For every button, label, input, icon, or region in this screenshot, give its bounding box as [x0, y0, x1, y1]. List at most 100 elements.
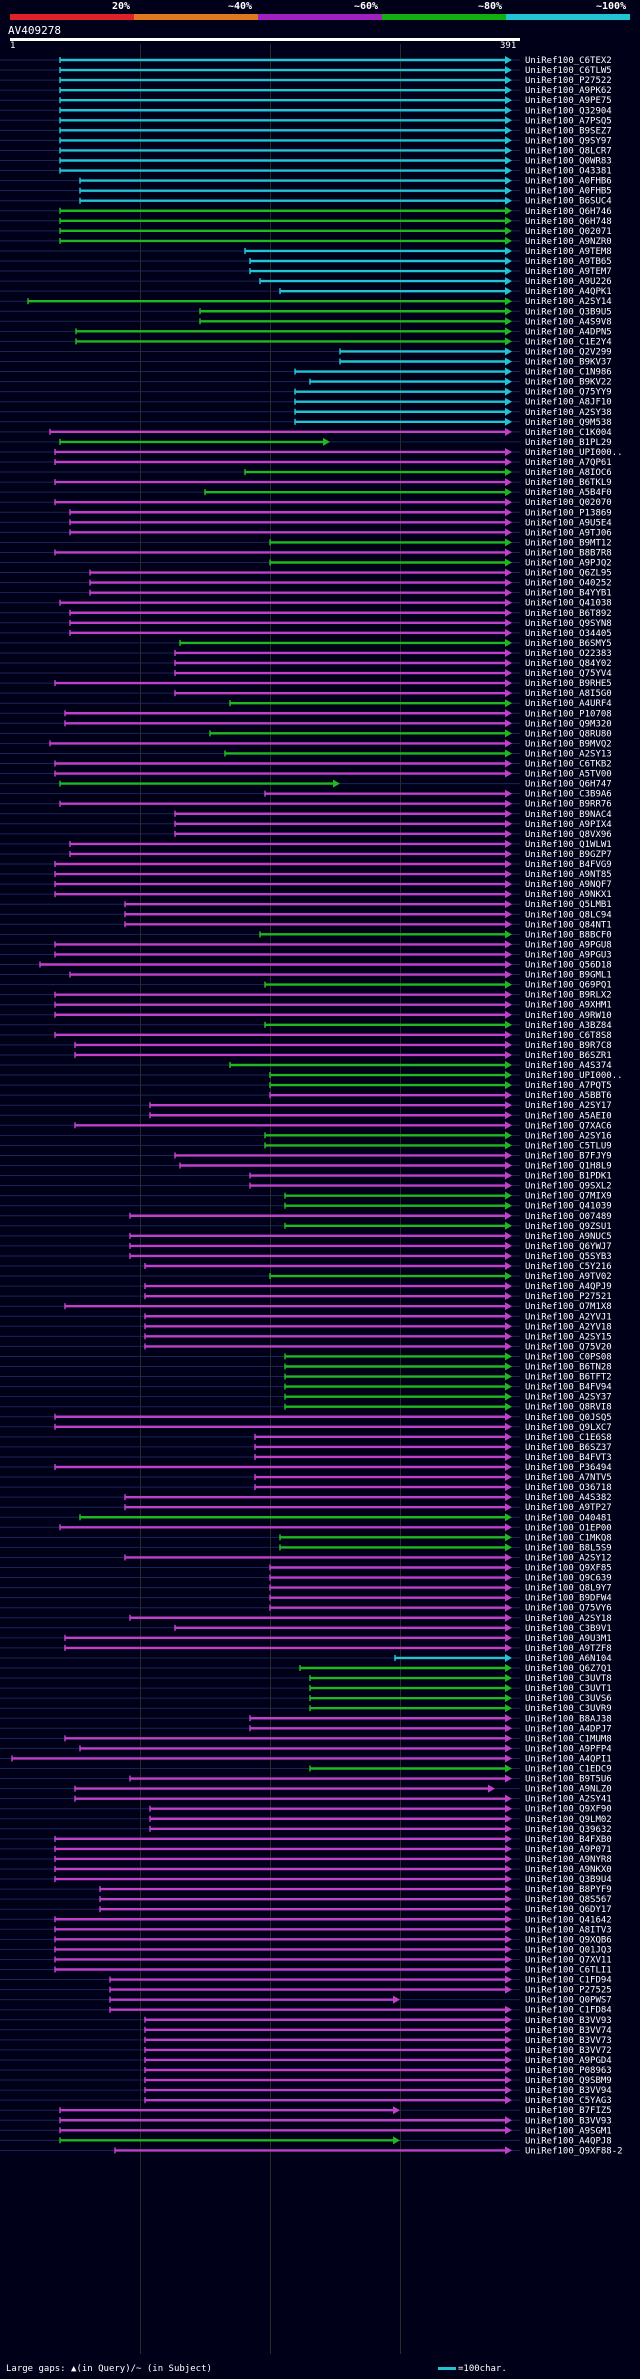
hit-row[interactable]: UniRef100_Q41642: [0, 1915, 612, 1925]
hit-row[interactable]: UniRef100_P10708: [0, 709, 612, 719]
hit-name-link[interactable]: UniRef100_A2SY14: [525, 297, 612, 307]
hit-name-link[interactable]: UniRef100_A2SY18: [525, 1614, 612, 1624]
hit-name-link[interactable]: UniRef100_B3VV74: [525, 2026, 612, 2036]
hit-row[interactable]: UniRef100_A9TEM8: [0, 246, 612, 257]
hit-name-link[interactable]: UniRef100_Q1WLW1: [525, 840, 612, 850]
hit-name-link[interactable]: UniRef100_Q9XF85: [525, 1564, 612, 1574]
hit-name-link[interactable]: UniRef100_A2YVJ1: [525, 1312, 612, 1322]
hit-row[interactable]: UniRef100_B9KV37: [0, 357, 612, 368]
hit-name-link[interactable]: UniRef100_Q8LCR7: [525, 146, 612, 156]
hit-name-link[interactable]: UniRef100_Q41039: [525, 1202, 612, 1212]
hit-row[interactable]: UniRef100_Q2V299: [0, 347, 612, 357]
hit-name-link[interactable]: UniRef100_B1PL29: [525, 438, 612, 448]
hit-row[interactable]: UniRef100_C1FD84: [0, 2005, 612, 2016]
hit-row[interactable]: UniRef100_P27522: [0, 76, 612, 86]
hit-row[interactable]: UniRef100_B6SMY5: [0, 638, 612, 649]
hit-row[interactable]: UniRef100_A0FHB5: [0, 186, 612, 197]
hit-row[interactable]: UniRef100_A4QPK1: [0, 287, 612, 297]
hit-row[interactable]: UniRef100_UPI000..: [0, 1071, 623, 1081]
hit-name-link[interactable]: UniRef100_B4FV94: [525, 1383, 612, 1393]
hit-name-link[interactable]: UniRef100_O40481: [525, 1513, 612, 1523]
hit-name-link[interactable]: UniRef100_A9TEM7: [525, 267, 612, 277]
hit-row[interactable]: UniRef100_B9GML1: [0, 970, 612, 981]
hit-row[interactable]: UniRef100_A9NQF7: [0, 880, 612, 890]
hit-row[interactable]: UniRef100_B8AJ38: [0, 1714, 612, 1724]
hit-row[interactable]: UniRef100_C1EDC9: [0, 1764, 612, 1775]
hit-name-link[interactable]: UniRef100_A9TP27: [525, 1503, 612, 1513]
hit-name-link[interactable]: UniRef100_A9U226: [525, 277, 612, 287]
hit-name-link[interactable]: UniRef100_A2SY16: [525, 1131, 612, 1141]
hit-row[interactable]: UniRef100_A9TEM7: [0, 267, 612, 277]
hit-row[interactable]: UniRef100_Q8VX96: [0, 829, 612, 840]
hit-name-link[interactable]: UniRef100_A2SY13: [525, 749, 612, 759]
hit-row[interactable]: UniRef100_B9RHE5: [0, 679, 612, 689]
hit-row[interactable]: UniRef100_A3BZ84: [0, 1020, 612, 1031]
hit-row[interactable]: UniRef100_C6TLW5: [0, 66, 612, 76]
hit-row[interactable]: UniRef100_B8PYF9: [0, 1885, 612, 1895]
hit-row[interactable]: UniRef100_Q9XQB6: [0, 1935, 612, 1945]
hit-name-link[interactable]: UniRef100_Q5SYB3: [525, 1252, 612, 1262]
hit-row[interactable]: UniRef100_Q6DY17: [0, 1905, 612, 1915]
hit-row[interactable]: UniRef100_B3VV94: [0, 2086, 612, 2096]
hit-row[interactable]: UniRef100_C3UVT1: [0, 1684, 612, 1694]
hit-name-link[interactable]: UniRef100_A7QP61: [525, 458, 612, 468]
hit-name-link[interactable]: UniRef100_P27525: [525, 1986, 612, 1996]
hit-name-link[interactable]: UniRef100_C6TKB2: [525, 760, 612, 770]
hit-name-link[interactable]: UniRef100_A6N104: [525, 1654, 612, 1664]
hit-row[interactable]: UniRef100_O22383: [0, 648, 612, 659]
hit-name-link[interactable]: UniRef100_P36494: [525, 1463, 612, 1473]
hit-name-link[interactable]: UniRef100_A9NZR0: [525, 237, 612, 247]
hit-name-link[interactable]: UniRef100_A9PGD4: [525, 2056, 612, 2066]
hit-name-link[interactable]: UniRef100_A3BZ84: [525, 1021, 612, 1031]
hit-row[interactable]: UniRef100_P13869: [0, 508, 612, 518]
hit-name-link[interactable]: UniRef100_B4FVT3: [525, 1453, 612, 1463]
hit-name-link[interactable]: UniRef100_A9XHM1: [525, 1001, 612, 1011]
hit-name-link[interactable]: UniRef100_C5Y216: [525, 1262, 612, 1272]
hit-row[interactable]: UniRef100_B3VV74: [0, 2025, 612, 2036]
hit-name-link[interactable]: UniRef100_B3VV72: [525, 2046, 612, 2056]
hit-row[interactable]: UniRef100_Q9LM02: [0, 1814, 612, 1825]
hit-name-link[interactable]: UniRef100_B9RHE5: [525, 679, 612, 689]
hit-name-link[interactable]: UniRef100_A9TV02: [525, 1272, 612, 1282]
hit-row[interactable]: UniRef100_Q41039: [0, 1201, 612, 1212]
hit-name-link[interactable]: UniRef100_A9NUC5: [525, 1232, 612, 1242]
hit-name-link[interactable]: UniRef100_C1FD84: [525, 2006, 612, 2016]
hit-name-link[interactable]: UniRef100_Q56D18: [525, 961, 612, 971]
hit-name-link[interactable]: UniRef100_A5AEI0: [525, 1111, 612, 1121]
hit-name-link[interactable]: UniRef100_C5YAG3: [525, 2096, 612, 2106]
hit-row[interactable]: UniRef100_B9NAC4: [0, 809, 612, 820]
hit-row[interactable]: UniRef100_A9PFP4: [0, 1744, 612, 1754]
hit-name-link[interactable]: UniRef100_A0FHB5: [525, 187, 612, 197]
hit-row[interactable]: UniRef100_A6N104: [0, 1653, 612, 1664]
hit-name-link[interactable]: UniRef100_Q9M538: [525, 418, 612, 428]
hit-row[interactable]: UniRef100_Q9SYN8: [0, 618, 612, 629]
hit-name-link[interactable]: UniRef100_Q9XQB6: [525, 1935, 612, 1945]
hit-name-link[interactable]: UniRef100_A9NQF7: [525, 880, 612, 890]
hit-name-link[interactable]: UniRef100_Q7XAC6: [525, 1121, 612, 1131]
hit-name-link[interactable]: UniRef100_A4S374: [525, 1061, 612, 1071]
hit-row[interactable]: UniRef100_A9U226: [0, 277, 612, 287]
hit-row[interactable]: UniRef100_A7PSQ5: [0, 116, 612, 126]
hit-row[interactable]: UniRef100_A9PGU8: [0, 940, 612, 950]
hit-row[interactable]: UniRef100_A9NUC5: [0, 1231, 612, 1242]
hit-name-link[interactable]: UniRef100_B9NAC4: [525, 810, 612, 820]
hit-row[interactable]: UniRef100_Q39632: [0, 1824, 612, 1835]
hit-row[interactable]: UniRef100_Q02070: [0, 498, 612, 508]
hit-name-link[interactable]: UniRef100_Q6H748: [525, 217, 612, 227]
hit-row[interactable]: UniRef100_C1N986: [0, 367, 612, 378]
hit-row[interactable]: UniRef100_C6TKB2: [0, 759, 612, 770]
hit-name-link[interactable]: UniRef100_O36718: [525, 1483, 612, 1493]
hit-name-link[interactable]: UniRef100_C1MKQ8: [525, 1533, 612, 1543]
hit-row[interactable]: UniRef100_C6TEX2: [0, 56, 612, 66]
hit-name-link[interactable]: UniRef100_Q6ZL95: [525, 569, 612, 579]
hit-row[interactable]: UniRef100_C5YAG3: [0, 2096, 612, 2106]
hit-name-link[interactable]: UniRef100_B6T892: [525, 609, 612, 619]
hit-name-link[interactable]: UniRef100_Q41038: [525, 599, 612, 609]
hit-name-link[interactable]: UniRef100_C1FD94: [525, 1976, 612, 1986]
hit-row[interactable]: UniRef100_C1E2Y4: [0, 337, 612, 347]
hit-name-link[interactable]: UniRef100_Q8LC94: [525, 910, 612, 920]
hit-name-link[interactable]: UniRef100_A9TEM8: [525, 247, 612, 257]
hit-name-link[interactable]: UniRef100_Q75VY6: [525, 1604, 612, 1614]
hit-name-link[interactable]: UniRef100_A8JF10: [525, 398, 612, 408]
hit-name-link[interactable]: UniRef100_Q8RVI8: [525, 1403, 612, 1413]
